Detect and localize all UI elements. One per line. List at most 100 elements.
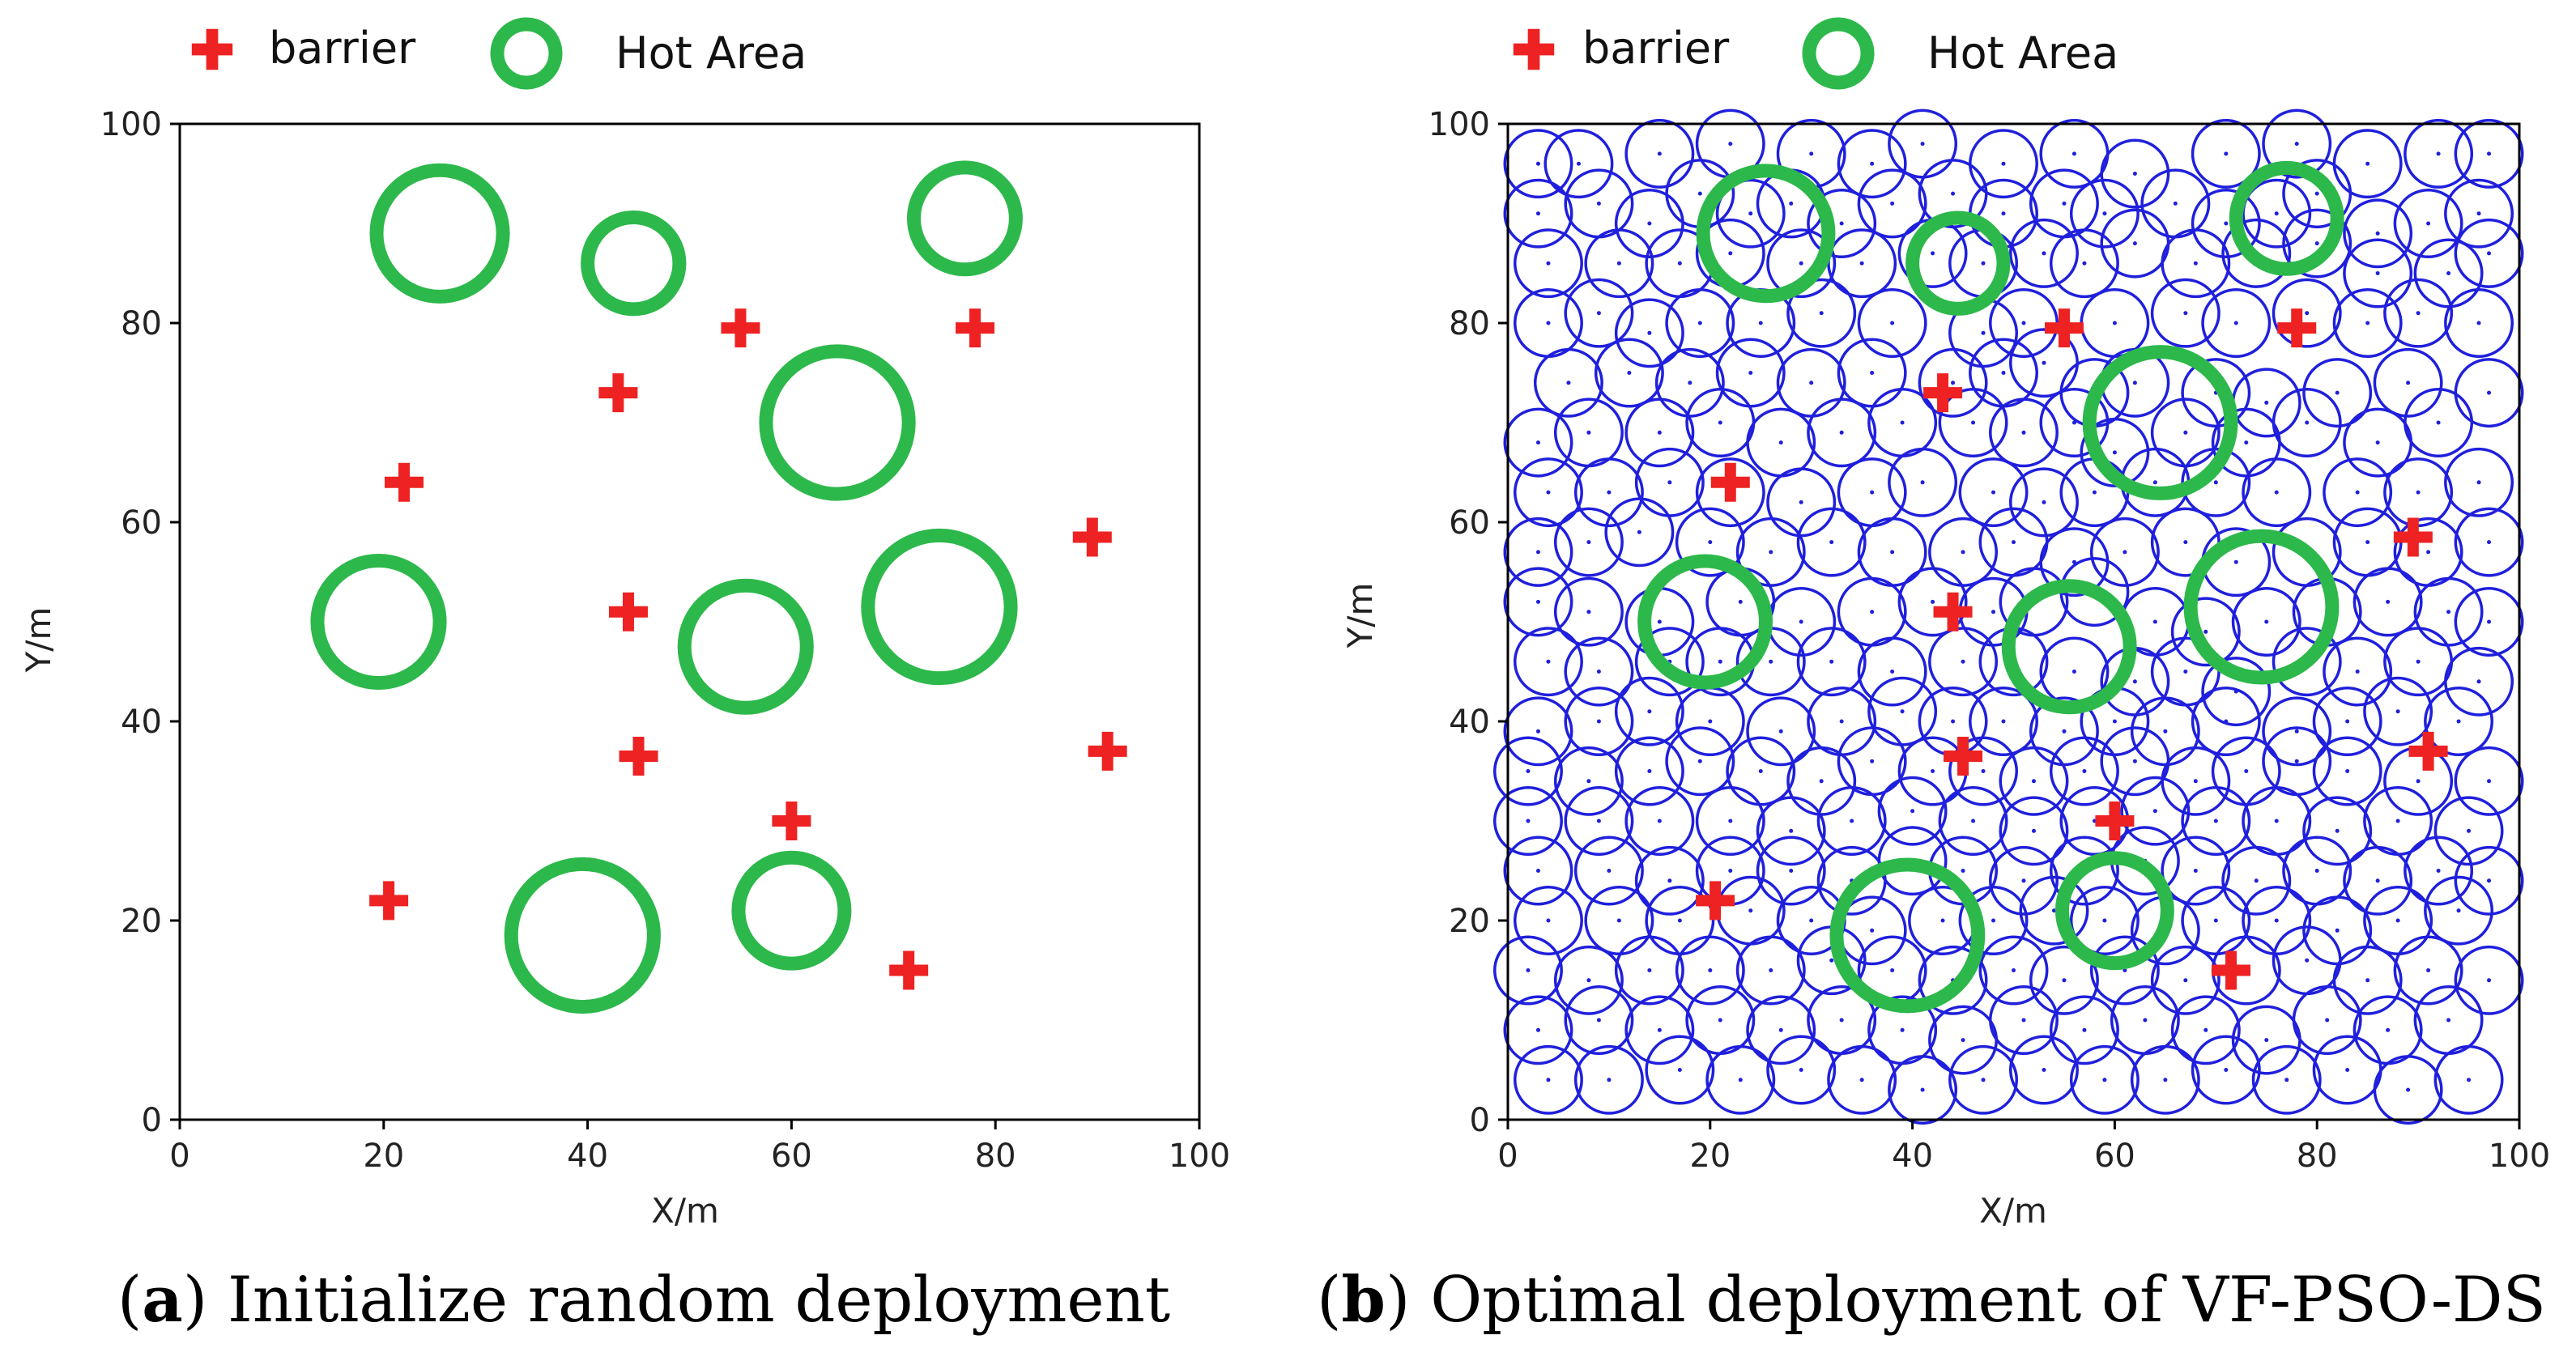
sensor-node: [2282, 836, 2352, 906]
sensor-node: [2029, 945, 2099, 1015]
sensor-range-circle: [2049, 228, 2119, 299]
sensor-node: [2404, 118, 2474, 189]
sensor-range-circle: [1513, 1044, 1583, 1115]
sensor-node: [2282, 159, 2352, 229]
barrier-marker: [1088, 731, 1127, 771]
sensor-center-point: [2163, 729, 2168, 734]
sensor-center-point: [1870, 759, 1875, 763]
sensor-node: [1928, 517, 1999, 587]
sensor-center-point: [1738, 1078, 1743, 1082]
sensor-center-point: [1931, 599, 1935, 604]
sensor-node: [1513, 1044, 1583, 1115]
sensor-range-circle: [2049, 736, 2119, 806]
sensor-range-circle: [1695, 786, 1765, 856]
sensor-range-circle: [2161, 228, 2231, 299]
panel-letter-b: b: [1341, 1263, 1386, 1337]
sensor-node: [2150, 945, 2220, 1015]
sensor-center-point: [1971, 420, 1976, 425]
barrier-marker: [2212, 950, 2251, 990]
sensor-center-point: [2436, 420, 2441, 425]
sensor-center-point: [2426, 221, 2431, 226]
sensor-range-circle: [2424, 875, 2494, 946]
sensor-range-circle: [1564, 278, 1634, 348]
sensor-node: [2393, 935, 2463, 1006]
sensor-center-point: [1870, 490, 1875, 495]
sensor-center-point: [1951, 191, 1956, 196]
sensor-node: [2272, 388, 2342, 457]
sensor-range-circle: [2282, 208, 2352, 279]
sensor-center-point: [1576, 161, 1581, 166]
sensor-range-circle: [2272, 388, 2342, 457]
sensor-range-circle: [1746, 995, 1816, 1065]
sensor-range-circle: [2242, 457, 2312, 528]
sensor-range-circle: [1513, 627, 1583, 697]
sensor-node: [1715, 875, 1786, 946]
sensor-range-circle: [1786, 278, 1857, 348]
sensor-center-point: [2305, 311, 2310, 316]
sensor-center-point: [1991, 918, 1996, 923]
sensor-center-point: [1677, 261, 1682, 266]
sensor-center-point: [2042, 500, 2046, 504]
sensor-center-point: [1586, 779, 1591, 784]
sensor-center-point: [2071, 670, 2076, 674]
sensor-center-point: [1718, 1018, 1722, 1023]
sensor-center-point: [2152, 809, 2157, 814]
sensor-node: [2069, 178, 2140, 249]
sensor-center-point: [2487, 878, 2492, 883]
sensor-range-circle: [1807, 189, 1877, 258]
sensor-center-point: [1850, 819, 1854, 823]
sensor-center-point: [1657, 430, 1662, 435]
sensor-node: [1715, 178, 1786, 249]
legend-hot-area-label: Hot Area: [1927, 28, 2118, 79]
sensor-range-circle: [1989, 398, 2059, 468]
sensor-range-circle: [1807, 398, 1877, 468]
sensor-node: [2191, 118, 2261, 189]
sensor-range-circle: [2019, 875, 2089, 946]
sensor-node: [1867, 388, 1938, 457]
sensor-center-point: [1596, 1018, 1601, 1023]
sensor-range-circle: [1553, 507, 1624, 577]
panel-a: barrier Hot Area 0 20 40 60 80 100 0 20 40 60 80 10…: [19, 17, 1230, 1337]
sensor-center-point: [2102, 211, 2107, 216]
legend-barrier-label: barrier: [269, 23, 416, 74]
sensor-center-point: [2062, 729, 2067, 734]
sensor-range-circle: [1735, 935, 1806, 1006]
sensor-range-circle: [1564, 786, 1634, 856]
sensor-node: [2049, 736, 2119, 806]
sensor-center-point: [2436, 869, 2441, 873]
sensor-node: [1948, 736, 2018, 806]
sensor-center-point: [2152, 619, 2157, 624]
sensor-node: [2444, 178, 2514, 249]
sensor-range-circle: [1513, 228, 1583, 299]
sensor-range-circle: [2433, 796, 2504, 866]
sensor-node: [2383, 746, 2454, 816]
sensor-center-point: [2395, 709, 2400, 714]
sensor-node: [2393, 517, 2463, 587]
sensor-range-circle: [2373, 347, 2443, 418]
sensor-node: [1857, 517, 1927, 587]
sensor-center-point: [1586, 978, 1591, 983]
sensor-range-circle: [2393, 189, 2463, 258]
sensor-range-circle: [1594, 338, 1664, 408]
sensor-center-point: [1596, 819, 1601, 823]
sensor-node: [1503, 995, 1573, 1065]
sensor-range-circle: [2444, 288, 2514, 358]
sensor-range-circle: [1857, 636, 1927, 707]
sensor-node: [2049, 228, 2119, 299]
sensor-node: [2433, 796, 2504, 866]
sensor-range-circle: [2454, 218, 2524, 288]
sensor-range-circle: [1503, 129, 1573, 199]
sensor-range-circle: [2170, 597, 2241, 667]
sensor-range-circle: [2170, 995, 2241, 1065]
y-tick-label: 40: [121, 704, 162, 741]
sensor-range-circle: [1614, 935, 1684, 1006]
sensor-range-circle: [1614, 676, 1684, 746]
sensor-center-point: [1596, 201, 1601, 206]
sensor-range-circle: [1766, 228, 1837, 299]
sensor-range-circle: [2120, 776, 2191, 846]
sensor-center-point: [2183, 540, 2188, 545]
sensor-center-point: [2123, 550, 2127, 555]
sensor-node: [2191, 1035, 2261, 1105]
hot-area-circle: [906, 160, 1023, 277]
sensor-node: [1533, 347, 1603, 418]
